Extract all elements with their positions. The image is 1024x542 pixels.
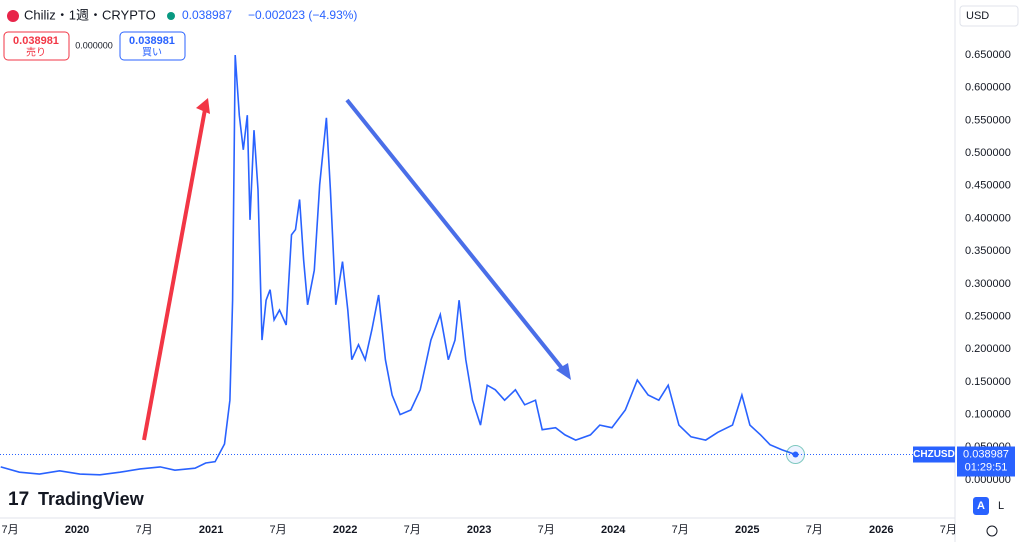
sell-label: 売り [26,46,46,59]
symbol-icon [7,10,19,22]
currency: USD [966,10,989,22]
x-tick-label: 7月 [404,524,421,536]
auto-button[interactable] [973,497,989,515]
x-tick-label: 7月 [806,524,823,536]
buy-button[interactable] [119,31,186,61]
change: −0.002023 (−4.93%) [248,8,357,22]
y-tick-label: 0.400000 [965,212,1011,224]
x-tick-label: 2023 [467,524,491,536]
y-tick-label: 0.550000 [965,114,1011,126]
y-tick-label: 0.350000 [965,245,1011,257]
x-tick-label: 2020 [65,524,89,536]
annotation-arrow [142,103,208,441]
settings-icon[interactable] [986,525,998,537]
buy-label: 買い [142,47,162,59]
x-tick-label: 2026 [869,524,893,536]
currency-button[interactable] [959,5,1019,27]
y-tick-label: 0.650000 [965,49,1011,61]
x-tick-label: 2021 [199,524,223,536]
price-label: 0.038987 [963,448,1009,460]
x-tick-label: 7月 [270,524,287,536]
price-line [0,54,796,476]
price-tag-bg [913,446,955,463]
sell-price: 0.038981 [13,35,59,47]
annotation-arrow [345,98,567,374]
x-tick-label: 2022 [333,524,357,536]
y-tick-label: 0.150000 [965,376,1011,388]
y-tick-label: 0.500000 [965,147,1011,159]
x-tick-label: 2024 [601,524,626,536]
auto: A [977,500,985,512]
x-tick-label: 7月 [672,524,689,536]
brand-logo: 17 [8,489,29,510]
x-tick-label: 2025 [735,524,759,536]
price-tag: CHZUSD [913,449,955,460]
y-tick-label: 0.250000 [965,310,1011,322]
brand: TradingView [38,489,145,509]
price: 0.038987 [182,8,232,22]
price-label-bg [957,446,1015,477]
x-tick-label: 7月 [940,524,957,536]
y-tick-label: 0.600000 [965,82,1011,94]
spread: 0.000000 [75,40,113,50]
arrow-head [196,98,210,114]
y-tick-label: 0.300000 [965,278,1011,290]
status-dot [167,12,175,20]
y-tick-label: 0.450000 [965,180,1011,192]
x-tick-label: 7月 [136,524,153,536]
x-tick-label: 7月 [538,524,555,536]
y-tick-label: 0.100000 [965,409,1011,421]
buy-price: 0.038981 [129,35,175,47]
y-tick-label: 0.000000 [965,474,1011,486]
sell-button[interactable] [3,31,70,61]
arrow-head [556,363,571,380]
symbol: Chiliz・1週・CRYPTO [24,7,156,22]
log[interactable]: L [998,500,1004,512]
y-tick-label: 0.200000 [965,343,1011,355]
x-tick-label: 7月 [1,524,18,536]
countdown: 01:29:51 [965,461,1008,473]
